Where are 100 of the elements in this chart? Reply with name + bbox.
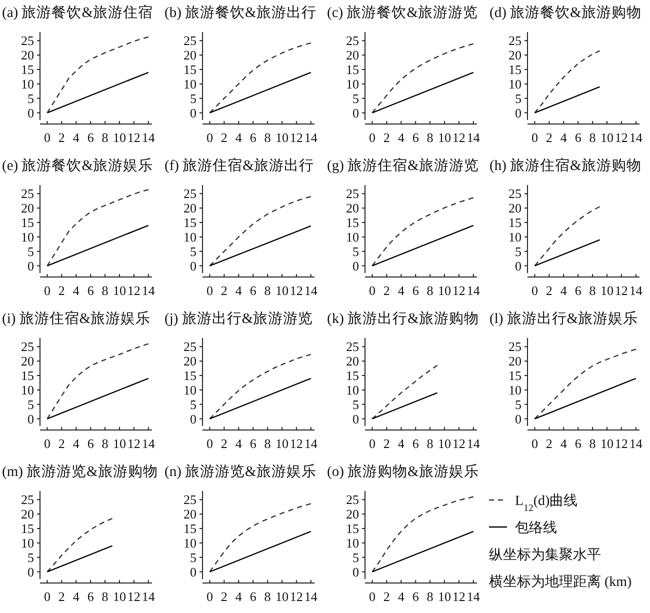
chart-title: (g) 旅游住宿&旅游游览	[327, 157, 479, 174]
x-tick-label: 0	[368, 130, 376, 145]
x-tick-label: 14	[466, 130, 480, 145]
y-tick-label: 5	[28, 244, 34, 259]
x-tick-label: 2	[546, 130, 552, 145]
x-tick-label: 8	[264, 130, 271, 145]
x-tick-label: 0	[44, 283, 50, 298]
x-tick-label: 6	[250, 436, 257, 451]
y-tick-label: 25	[184, 339, 196, 354]
y-tick-label: 0	[190, 258, 196, 274]
x-tick-label: 12	[127, 589, 140, 604]
y-tick-label: 5	[190, 244, 196, 259]
y-tick-label: 5	[352, 90, 359, 106]
y-tick-label: 15	[508, 215, 522, 230]
x-tick-label: 4	[235, 589, 242, 604]
y-tick-label: 5	[515, 244, 522, 259]
chart-title: (m) 旅游游览&旅游购物	[2, 463, 158, 480]
x-tick-label: 0	[206, 436, 213, 451]
x-tick-label: 8	[426, 436, 434, 451]
x-tick-label: 4	[398, 130, 405, 145]
x-tick-label: 2	[220, 130, 228, 145]
x-tick-label: 0	[531, 283, 538, 298]
y-tick-label: 25	[21, 33, 34, 48]
x-tick-label: 4	[72, 283, 80, 298]
x-tick-label: 10	[112, 436, 126, 451]
x-tick-label: 14	[629, 436, 643, 451]
y-tick-label: 10	[508, 382, 522, 398]
chart-title: (h) 旅游住宿&旅游购物	[490, 157, 642, 174]
x-tick-label: 4	[235, 130, 242, 145]
x-tick-label: 10	[600, 436, 614, 451]
x-tick-label: 6	[87, 589, 94, 604]
y-tick-label: 15	[346, 521, 359, 536]
x-tick-label: 8	[426, 283, 434, 298]
x-tick-label: 6	[574, 436, 582, 451]
x-tick-label: 6	[87, 130, 94, 145]
x-tick-label: 12	[614, 436, 628, 451]
y-tick-label: 20	[21, 354, 34, 369]
x-tick-label: 10	[438, 130, 451, 145]
x-tick-label: 14	[629, 283, 643, 298]
y-tick-label: 0	[190, 564, 196, 580]
y-tick-label: 5	[28, 396, 34, 412]
y-tick-label: 0	[28, 564, 34, 580]
x-tick-label: 8	[426, 130, 434, 145]
y-tick-label: 25	[508, 339, 522, 354]
x-tick-label: 4	[235, 436, 242, 451]
x-tick-label: 8	[102, 130, 108, 145]
x-tick-label: 0	[368, 283, 376, 298]
y-tick-label: 0	[352, 258, 359, 274]
x-tick-label: 14	[466, 436, 480, 451]
x-tick-label: 10	[275, 283, 288, 298]
x-tick-label: 12	[452, 130, 466, 145]
y-tick-label: 20	[184, 506, 196, 522]
x-tick-label: 10	[112, 283, 126, 298]
y-tick-label: 15	[346, 368, 359, 384]
chart-title: (k) 旅游出行&旅游购物	[327, 310, 479, 327]
y-tick-label: 25	[346, 33, 359, 48]
y-tick-label: 20	[508, 354, 522, 369]
y-tick-label: 25	[346, 186, 359, 202]
y-tick-label: 10	[508, 229, 522, 244]
x-tick-label: 2	[546, 283, 552, 298]
y-tick-label: 20	[21, 200, 34, 216]
y-tick-label: 15	[184, 62, 196, 78]
x-tick-label: 0	[368, 436, 376, 451]
y-tick-label: 0	[515, 105, 522, 120]
y-tick-label: 20	[346, 506, 359, 522]
chart-title: (b) 旅游餐饮&旅游出行	[164, 4, 316, 21]
y-tick-label: 0	[190, 411, 196, 426]
y-tick-label: 0	[352, 411, 359, 426]
x-tick-label: 2	[220, 589, 228, 604]
y-tick-label: 15	[184, 521, 196, 536]
text: 横坐标为地理距离 (km)	[489, 574, 632, 590]
x-tick-label: 14	[304, 589, 318, 604]
x-tick-label: 14	[466, 283, 480, 298]
chart-title: (c) 旅游餐饮&旅游游览	[327, 4, 478, 21]
x-tick-label: 6	[412, 436, 420, 451]
y-tick-label: 15	[508, 368, 522, 384]
x-tick-label: 0	[206, 130, 213, 145]
y-tick-label: 10	[21, 76, 34, 92]
y-tick-label: 15	[508, 62, 522, 78]
x-tick-label: 14	[142, 589, 156, 604]
y-tick-label: 25	[184, 33, 196, 48]
x-tick-label: 8	[264, 283, 271, 298]
x-tick-label: 6	[87, 283, 94, 298]
y-tick-label: 15	[346, 62, 359, 78]
y-tick-label: 15	[21, 368, 34, 384]
x-tick-label: 6	[412, 283, 420, 298]
x-tick-label: 12	[452, 283, 466, 298]
y-tick-label: 10	[184, 76, 196, 92]
x-tick-label: 6	[250, 589, 257, 604]
chart-title: (j) 旅游出行&旅游游览	[164, 310, 314, 327]
x-tick-label: 12	[290, 589, 303, 604]
y-tick-label: 20	[21, 506, 34, 522]
y-tick-label: 15	[21, 215, 34, 230]
x-tick-label: 2	[546, 436, 552, 451]
y-tick-label: 15	[184, 368, 196, 384]
y-tick-label: 25	[184, 492, 196, 508]
x-tick-label: 12	[127, 283, 140, 298]
x-tick-label: 4	[398, 436, 405, 451]
x-tick-label: 2	[383, 283, 390, 298]
y-tick-label: 25	[508, 186, 522, 202]
